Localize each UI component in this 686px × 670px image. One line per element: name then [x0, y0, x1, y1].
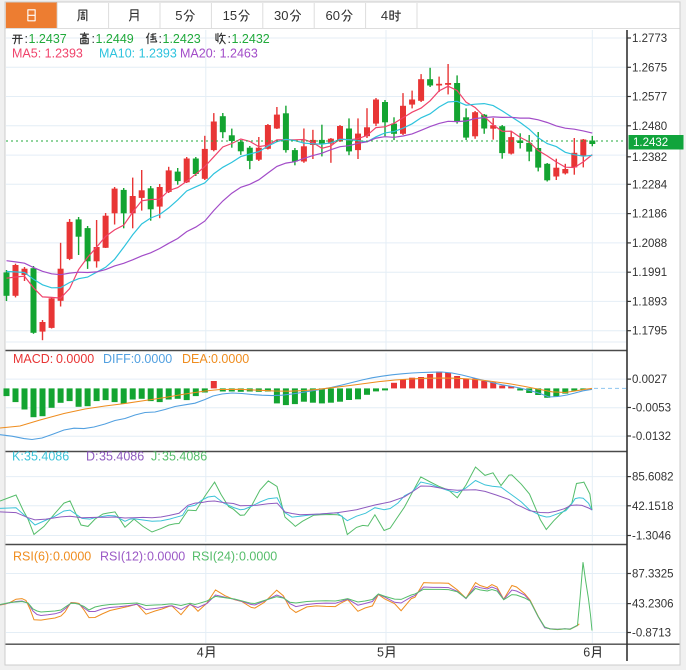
svg-text:35.4086: 35.4086	[162, 450, 207, 464]
svg-text:43.2306: 43.2306	[632, 599, 674, 611]
svg-text:DIFF:: DIFF:	[103, 352, 134, 366]
svg-text:-0.0053: -0.0053	[632, 403, 671, 415]
svg-text:1.2577: 1.2577	[632, 92, 667, 104]
svg-text:D:: D:	[86, 450, 99, 464]
svg-text:15: 15	[223, 8, 237, 23]
svg-text::: :	[25, 32, 28, 46]
svg-text:1.2186: 1.2186	[632, 209, 667, 221]
svg-text:85.6082: 85.6082	[632, 472, 674, 484]
svg-text:RSI(12):: RSI(12):	[100, 550, 147, 564]
svg-text:MA5: 1.2393: MA5: 1.2393	[12, 47, 83, 61]
svg-text:42.1518: 42.1518	[632, 501, 674, 513]
svg-text:K:: K:	[12, 450, 24, 464]
svg-text:5: 5	[175, 8, 182, 23]
svg-text:MA10: 1.2393: MA10: 1.2393	[99, 47, 177, 61]
svg-text:35.4086: 35.4086	[99, 450, 144, 464]
svg-text:1.2480: 1.2480	[632, 121, 667, 133]
svg-text:1.1795: 1.1795	[632, 326, 667, 338]
svg-text:0.0000: 0.0000	[211, 352, 249, 366]
svg-text:RSI(24):: RSI(24):	[192, 550, 239, 564]
svg-text:4: 4	[197, 646, 204, 660]
svg-text:-0.0132: -0.0132	[632, 431, 671, 443]
svg-text:0.0000: 0.0000	[147, 550, 185, 564]
svg-text:5: 5	[377, 646, 384, 660]
svg-text:RSI(6):: RSI(6):	[13, 550, 53, 564]
svg-text:0.0000: 0.0000	[56, 352, 94, 366]
svg-text:60: 60	[326, 8, 340, 23]
svg-text:0.0000: 0.0000	[134, 352, 172, 366]
svg-text:0.0000: 0.0000	[53, 550, 91, 564]
svg-text:1.1893: 1.1893	[632, 296, 667, 308]
svg-text:6: 6	[583, 646, 590, 660]
svg-text:-0.8713: -0.8713	[632, 628, 671, 640]
svg-text:1.2088: 1.2088	[632, 238, 667, 250]
svg-text:DEA:: DEA:	[182, 352, 211, 366]
svg-text:1.1991: 1.1991	[632, 267, 667, 279]
svg-text:J:: J:	[151, 450, 161, 464]
svg-text:0.0027: 0.0027	[632, 374, 667, 386]
svg-text::: :	[159, 32, 162, 46]
svg-text:MA20: 1.2463: MA20: 1.2463	[180, 47, 258, 61]
svg-text:1.2382: 1.2382	[632, 152, 667, 164]
svg-text:30: 30	[274, 8, 288, 23]
svg-text:1.2773: 1.2773	[632, 33, 667, 45]
svg-text:MACD:: MACD:	[13, 352, 53, 366]
svg-text::: :	[228, 32, 231, 46]
svg-text:-1.3046: -1.3046	[632, 531, 671, 543]
svg-text:4: 4	[381, 8, 388, 23]
svg-text:1.2432: 1.2432	[633, 137, 668, 149]
svg-text:87.3325: 87.3325	[632, 569, 674, 581]
svg-text:1.2437: 1.2437	[29, 32, 67, 46]
svg-text:1.2432: 1.2432	[232, 32, 270, 46]
svg-text:1.2675: 1.2675	[632, 62, 667, 74]
svg-text:1.2449: 1.2449	[96, 32, 134, 46]
svg-text:1.2284: 1.2284	[632, 179, 668, 191]
svg-text::: :	[92, 32, 95, 46]
svg-text:35.4086: 35.4086	[24, 450, 69, 464]
svg-text:0.0000: 0.0000	[239, 550, 277, 564]
svg-text:1.2423: 1.2423	[163, 32, 201, 46]
